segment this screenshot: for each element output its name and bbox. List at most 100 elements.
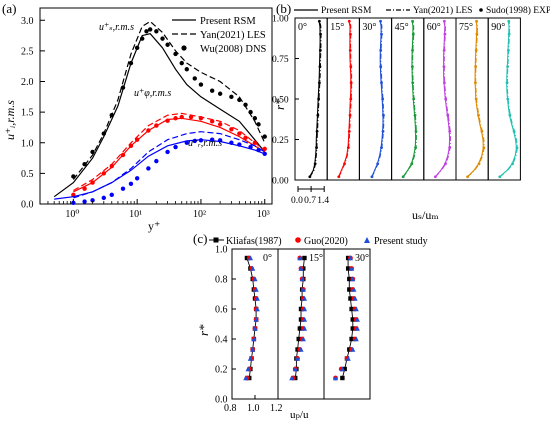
panel-a-legend: Present RSM Yan(2021) LES Wu(2008) DNS (172, 16, 267, 55)
c-marker-2-2-0 (332, 375, 339, 381)
legend-b-marker-exp (479, 8, 483, 12)
b-subpanel-frame-0 (294, 17, 328, 181)
panel-c-label: (c) (193, 231, 207, 246)
b-exp-marker-3-16 (411, 49, 414, 52)
c-marker-1-2-9 (300, 286, 306, 292)
b-exp-marker-2-20 (379, 19, 382, 23)
b-exp-marker-5-20 (475, 19, 478, 23)
c-marker-0-2-1 (245, 366, 251, 372)
c-xtick-label-2: 1.2 (270, 403, 283, 414)
a-ytick-label-6: 3.0 (21, 16, 34, 27)
c-marker-1-2-5 (301, 325, 308, 331)
c-xtick-label-1: 1.0 (247, 403, 260, 414)
a-marker-s-24 (248, 109, 253, 115)
a-marker-phi-20 (252, 140, 258, 145)
panel-c-legend: Kliafas(1987) Guo(2020) Present study (209, 236, 428, 247)
a-marker-s-23 (243, 102, 248, 107)
a-marker-s-22 (237, 97, 242, 103)
c-marker-2-2-9 (351, 286, 357, 292)
a-marker-s-10 (147, 27, 153, 32)
c-marker-1-0-5 (297, 326, 303, 331)
c-marker-2-0-6 (350, 317, 355, 322)
a-marker-r-13 (192, 138, 197, 144)
b-exp-marker-4-20 (442, 19, 446, 23)
b-angle-label-2: 30° (362, 22, 376, 33)
c-subpanel-frame-2 (323, 248, 371, 400)
b-exp-marker-5-10 (474, 97, 478, 101)
c-marker-1-2-11 (298, 265, 304, 271)
a-marker-s-14 (173, 51, 178, 57)
c-ytick-label-0: 0.0 (215, 395, 228, 406)
b-exp-marker-0-14 (318, 65, 322, 68)
a-marker-r-3 (101, 195, 106, 201)
b-exp-marker-0-20 (317, 19, 321, 23)
legend-marker-dns (181, 45, 187, 51)
a-line-s-0 (53, 33, 266, 198)
a-marker-r-15 (209, 137, 215, 142)
c-marker-1-0-12 (302, 255, 307, 261)
a-marker-s-12 (160, 36, 165, 41)
b-exp-marker-1-12 (349, 81, 353, 85)
b-exp-marker-4-18 (443, 32, 447, 36)
a-marker-r-11 (173, 144, 178, 150)
a-ytick-label-1: 0.5 (21, 169, 34, 180)
c-marker-2-0-4 (349, 336, 354, 342)
a-marker-phi-11 (173, 116, 178, 121)
a-marker-s-11 (154, 29, 159, 34)
c-angle-label-1: 15° (309, 253, 323, 264)
legend-c-marker-guo (295, 237, 301, 243)
c-marker-1-2-8 (301, 295, 308, 301)
b-subpanel-frame-5 (455, 17, 489, 181)
b-angle-label-1: 15° (330, 22, 344, 33)
b-les-line-2 (371, 21, 385, 178)
b-exp-marker-3-4 (414, 146, 417, 150)
b-exp-marker-5-8 (477, 113, 480, 117)
a-marker-s-21 (229, 94, 234, 100)
c-marker-0-2-7 (254, 306, 260, 312)
c-marker-1-2-0 (289, 375, 295, 381)
c-marker-2-2-5 (354, 325, 360, 331)
b-exp-marker-4-8 (446, 113, 450, 117)
a-marker-phi-7 (134, 137, 140, 142)
a-marker-r-8 (146, 166, 151, 171)
b-exp-marker-2-2 (376, 162, 380, 166)
b-les-line-1 (338, 21, 353, 178)
b-exp-marker-5-0 (466, 175, 469, 179)
b-exp-marker-6-16 (506, 49, 510, 52)
c-ytick-label-2: 0.4 (215, 335, 228, 346)
c-marker-0-2-0 (243, 375, 249, 381)
c-marker-0-2-4 (251, 336, 257, 342)
b-angle-label-4: 60° (427, 22, 441, 33)
a-ytick-label-3: 1.5 (21, 108, 34, 119)
a-marker-r-14 (198, 138, 204, 143)
b-subpanel-frame-3 (391, 17, 425, 181)
c-marker-1-2-1 (292, 366, 298, 372)
panel-a: (a) 10⁰ 10¹ 10² 10³ 0.0 0.5 1.0 1.5 2.0 2.5 3.0 y⁺… (2, 1, 273, 233)
c-marker-1-2-12 (297, 255, 303, 261)
a-xtick-label-2: 10² (193, 209, 206, 220)
b-exp-marker-0-18 (319, 32, 322, 36)
c-marker-2-2-10 (350, 276, 356, 282)
c-marker-1-2-3 (298, 346, 304, 352)
a-marker-s-9 (144, 29, 149, 34)
c-marker-0-2-5 (252, 325, 258, 331)
a-marker-phi-21 (262, 146, 267, 152)
b-exp-marker-5-6 (480, 130, 484, 133)
c-marker-2-0-11 (345, 266, 351, 271)
b-exp-marker-1-16 (348, 49, 352, 52)
panel-b-ylabel: r* (272, 98, 287, 110)
a-line-s-1 (72, 20, 266, 180)
c-xtick-label-0: 0.8 (224, 403, 237, 414)
b-exp-marker-6-18 (507, 32, 511, 36)
b-scale-label-0: 0.0 (291, 196, 303, 206)
b-exp-marker-5-16 (474, 49, 478, 52)
c-marker-1-2-10 (299, 276, 305, 282)
panel-a-ylabel: u⁺ᵢ,r.m.s (3, 100, 17, 140)
c-marker-0-2-3 (250, 346, 256, 352)
b-exp-marker-3-8 (413, 113, 417, 117)
a-ytick-label-4: 2.0 (21, 77, 34, 88)
c-marker-2-2-3 (350, 346, 356, 352)
b-exp-marker-6-4 (515, 146, 519, 150)
a-marker-r-17 (229, 140, 234, 145)
c-marker-1-2-2 (294, 355, 301, 361)
